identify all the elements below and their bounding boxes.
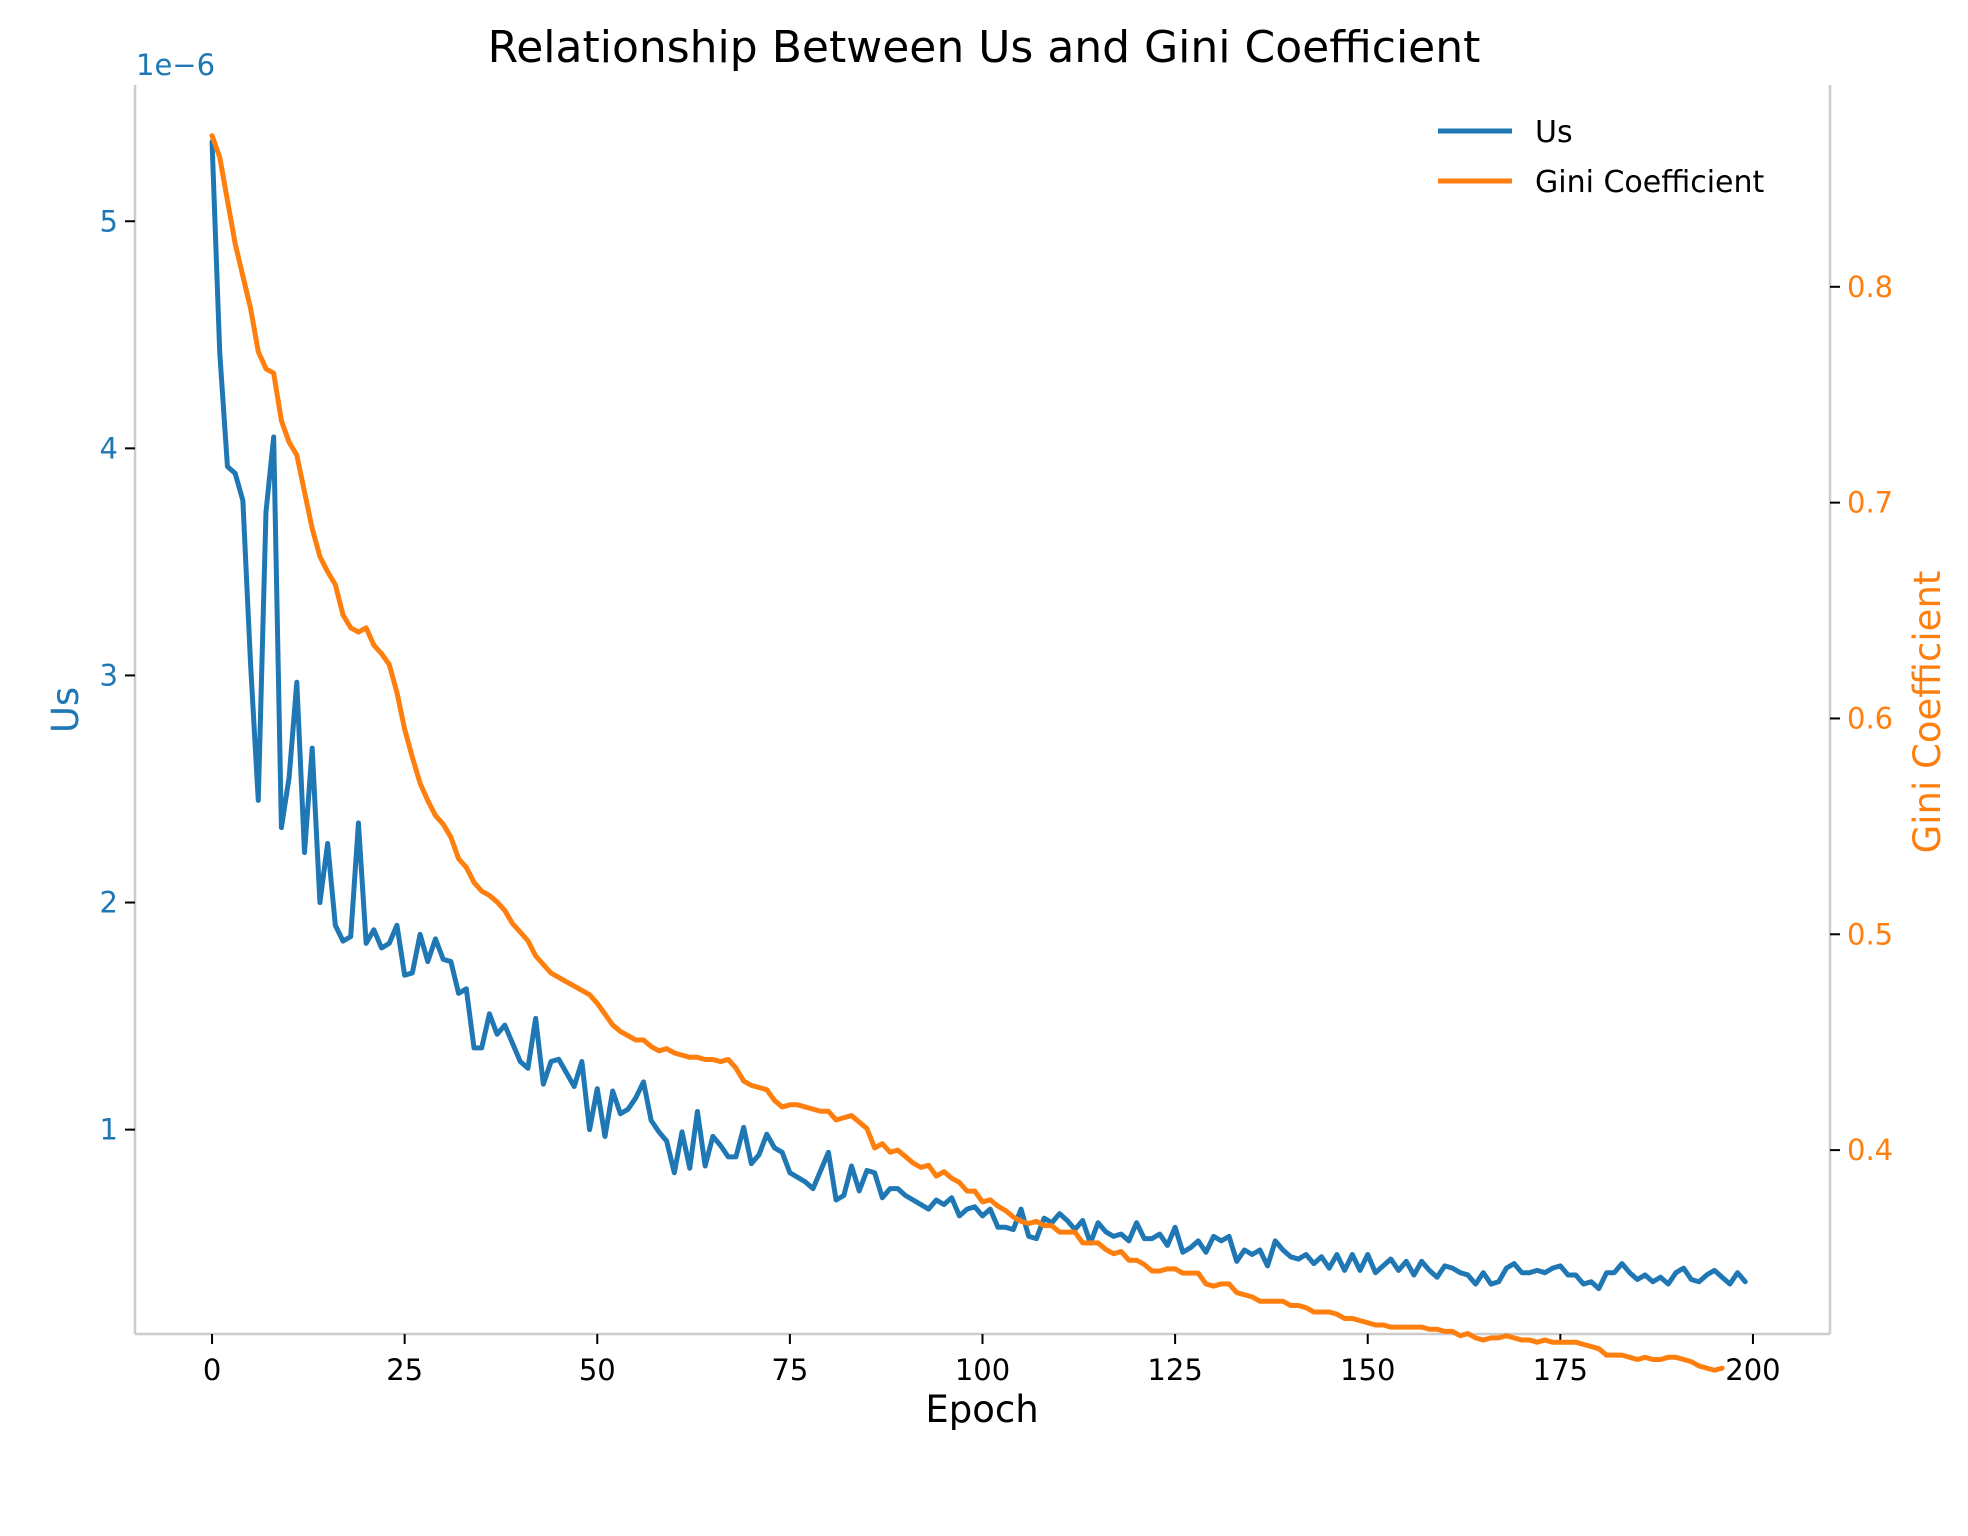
y-tick-label-4: 4 — [100, 431, 118, 465]
y2-tick-label-0.4: 0.4 — [1847, 1133, 1893, 1167]
y-axis-ticks: 1 2 3 4 5 — [100, 204, 135, 1147]
plot-frame — [133, 85, 1832, 1336]
y2-tick-label-0.7: 0.7 — [1847, 486, 1893, 520]
x-tick-label-200: 200 — [1725, 1353, 1780, 1387]
y-tick-label-3: 3 — [100, 658, 118, 692]
y2-axis-ticks: 0.4 0.5 0.6 0.7 0.8 — [1830, 270, 1893, 1167]
y-axis-label: Us — [44, 687, 87, 733]
legend-label-us: Us — [1535, 115, 1573, 150]
chart-title: Relationship Between Us and Gini Coeffic… — [488, 22, 1481, 73]
y-tick-label-5: 5 — [100, 204, 118, 238]
legend: Us Gini Coefficient — [1438, 115, 1765, 200]
x-axis-label: Epoch — [925, 1388, 1038, 1431]
x-tick-label-50: 50 — [579, 1353, 616, 1387]
x-tick-label-100: 100 — [955, 1353, 1010, 1387]
y-offset-label: 1e−6 — [136, 48, 215, 82]
series-us-line — [209, 139, 1748, 1292]
y2-tick-label-0.5: 0.5 — [1847, 917, 1893, 951]
x-axis-ticks: 0 25 50 75 100 125 150 175 200 — [203, 1334, 1781, 1387]
y-tick-label-2: 2 — [100, 886, 118, 920]
series-gini-line — [209, 133, 1725, 1373]
x-tick-label-175: 175 — [1533, 1353, 1588, 1387]
x-tick-label-150: 150 — [1340, 1353, 1395, 1387]
x-tick-label-25: 25 — [386, 1353, 423, 1387]
x-tick-label-0: 0 — [203, 1353, 221, 1387]
y2-tick-label-0.8: 0.8 — [1847, 270, 1893, 304]
x-tick-label-75: 75 — [771, 1353, 808, 1387]
y-tick-label-1: 1 — [100, 1113, 118, 1147]
y2-tick-label-0.6: 0.6 — [1847, 701, 1893, 735]
legend-label-gini: Gini Coefficient — [1535, 165, 1765, 200]
y2-axis-label: Gini Coefficient — [1906, 571, 1949, 854]
x-tick-label-125: 125 — [1147, 1353, 1202, 1387]
